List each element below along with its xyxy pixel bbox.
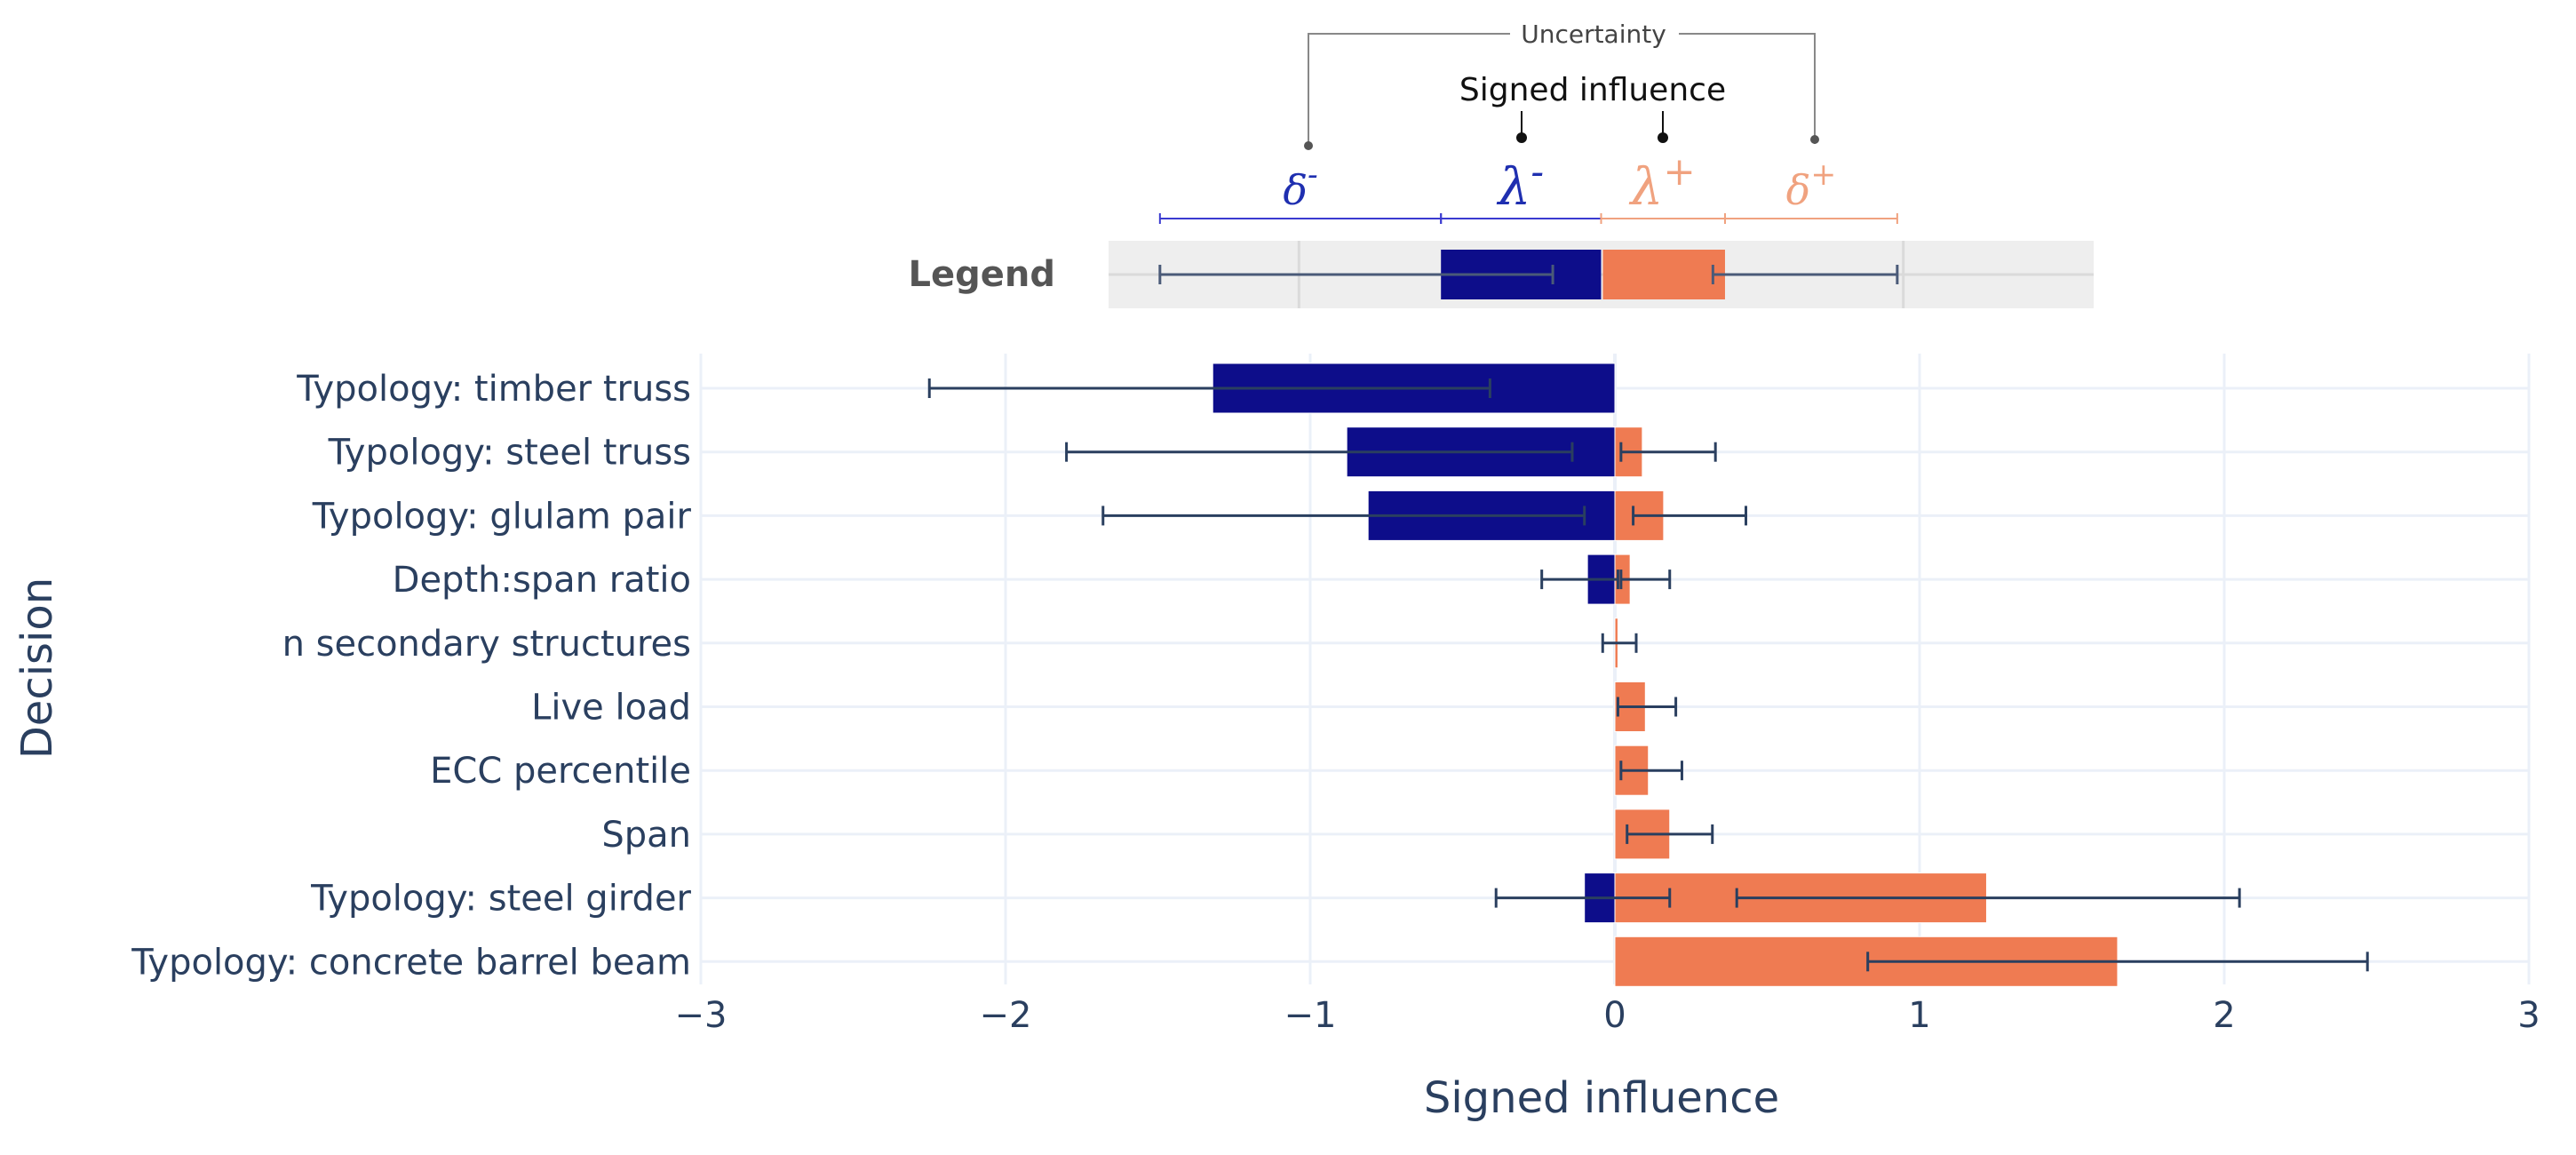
y-tick-label: Typology: timber truss <box>296 369 691 410</box>
error-bar <box>1735 888 2241 908</box>
x-tick-label: −2 <box>980 995 1032 1036</box>
legend-panel: Legend δ-λ-λ+ δ+ Uncertainty Signed influenc… <box>909 20 2094 308</box>
error-bar <box>1866 952 2369 972</box>
y-tick-label: ECC percentile <box>430 751 691 792</box>
x-axis-title: Signed influence <box>1424 1073 1779 1123</box>
y-tick-label: Depth:span ratio <box>393 560 691 601</box>
lambda-plus-label: λ+ <box>1629 150 1696 217</box>
x-tick-label: 1 <box>1908 995 1930 1036</box>
error-bar <box>1632 506 1747 526</box>
y-tick-label: n secondary structures <box>282 624 691 665</box>
legend-title: Legend <box>909 254 1056 295</box>
legend-bar-positive <box>1602 250 1725 299</box>
error-bar <box>1626 824 1714 844</box>
y-tick-label: Typology: glulam pair <box>312 496 692 537</box>
y-tick-label: Live load <box>531 688 691 729</box>
error-bar <box>1601 633 1638 653</box>
main-plot: Typology: timber truss Typology: steel tr… <box>12 354 2540 1123</box>
lambda-minus-label: λ- <box>1497 150 1544 217</box>
error-bar <box>1065 442 1574 462</box>
y-tick-label: Typology: concrete barrel beam <box>131 942 691 983</box>
signed-influence-annotation: Signed influence <box>1459 72 1726 108</box>
delta-minus-label: δ- <box>1283 157 1317 214</box>
y-tick-label: Typology: steel girder <box>310 879 691 920</box>
uncertainty-annotation: Uncertainty <box>1521 20 1666 49</box>
x-tick-label: −1 <box>1284 995 1337 1036</box>
legend-error-bar-positive <box>1711 265 1899 284</box>
error-bar <box>1619 442 1717 462</box>
x-tick-label: 0 <box>1603 995 1626 1036</box>
uncertainty-bracket <box>1304 33 1819 150</box>
legend-error-bar-negative <box>1158 265 1554 284</box>
y-axis-title: Decision <box>12 578 62 759</box>
delta-plus-range <box>1723 213 1898 224</box>
x-tick-label: 3 <box>2517 995 2540 1036</box>
signed-influence-pointers <box>1516 111 1668 143</box>
error-bar <box>1494 888 1672 908</box>
error-bar <box>927 378 1491 398</box>
delta-plus-label: δ+ <box>1786 157 1837 214</box>
error-bar <box>1101 506 1586 526</box>
y-tick-label: Span <box>601 815 691 856</box>
error-bar <box>1616 697 1678 717</box>
x-tick-label: 2 <box>2213 995 2235 1036</box>
error-bar <box>1619 570 1672 590</box>
error-bar <box>1619 761 1683 781</box>
error-bar <box>1540 570 1619 590</box>
x-tick-label: −3 <box>675 995 727 1036</box>
delta-minus-range <box>1158 213 1443 224</box>
y-tick-label: Typology: steel truss <box>328 433 691 474</box>
